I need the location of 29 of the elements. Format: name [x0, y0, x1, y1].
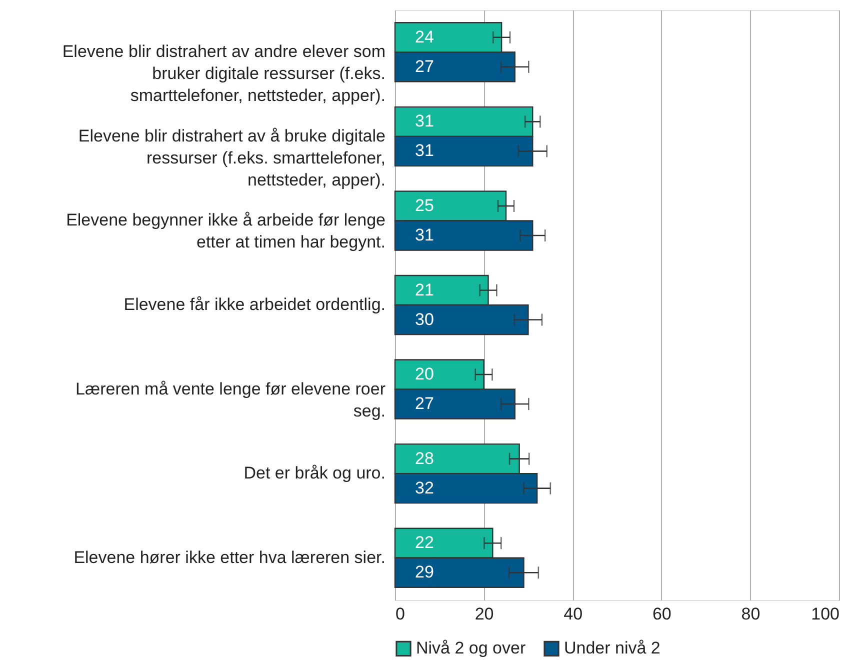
data-label: 28 [415, 448, 434, 468]
data-label: 24 [415, 27, 434, 46]
data-label: 32 [415, 478, 434, 498]
data-label: 31 [415, 141, 434, 160]
x-tick-label: 60 [652, 604, 672, 624]
data-label: 31 [415, 112, 434, 131]
y-tick-label: Elevene får ikke arbeidet ordentlig. [124, 295, 386, 314]
legend-label: Nivå 2 og over [416, 638, 526, 658]
y-tick-label: Elevene blir distrahert av å bruke digitale ressurser (f.eks. smarttelefoner, nettsteder, apper). [78, 126, 386, 190]
data-label: 21 [415, 280, 434, 300]
legend-label: Under nivå 2 [564, 638, 660, 658]
x-tick-label: 80 [741, 604, 760, 624]
data-label: 20 [415, 364, 434, 384]
x-tick-label: 20 [474, 604, 494, 624]
x-tick-label: 40 [564, 604, 583, 624]
y-tick-label: Læreren må vente lenge før elevene roer seg. [76, 379, 386, 420]
data-label: 29 [415, 562, 434, 582]
data-label: 25 [415, 196, 434, 215]
x-tick-label: 0 [396, 604, 405, 624]
y-tick-label: Det er bråk og uro. [244, 464, 386, 483]
data-label: 31 [415, 225, 434, 244]
x-tick-label: 100 [811, 604, 840, 624]
data-label: 27 [415, 56, 434, 76]
y-tick-label: Elevene begynner ikke å arbeide før lenge etter at timen har begynt. [66, 210, 386, 252]
y-tick-label: Elevene hører ikke etter hva læreren sier. [74, 548, 386, 567]
data-label: 22 [415, 533, 434, 552]
data-label: 27 [415, 394, 434, 414]
data-label: 30 [415, 310, 434, 329]
y-tick-label: Elevene blir distrahert av andre elever som bruker digitale ressurser (f.eks. smarttelefoner, nettsteder, apper). [62, 42, 386, 106]
